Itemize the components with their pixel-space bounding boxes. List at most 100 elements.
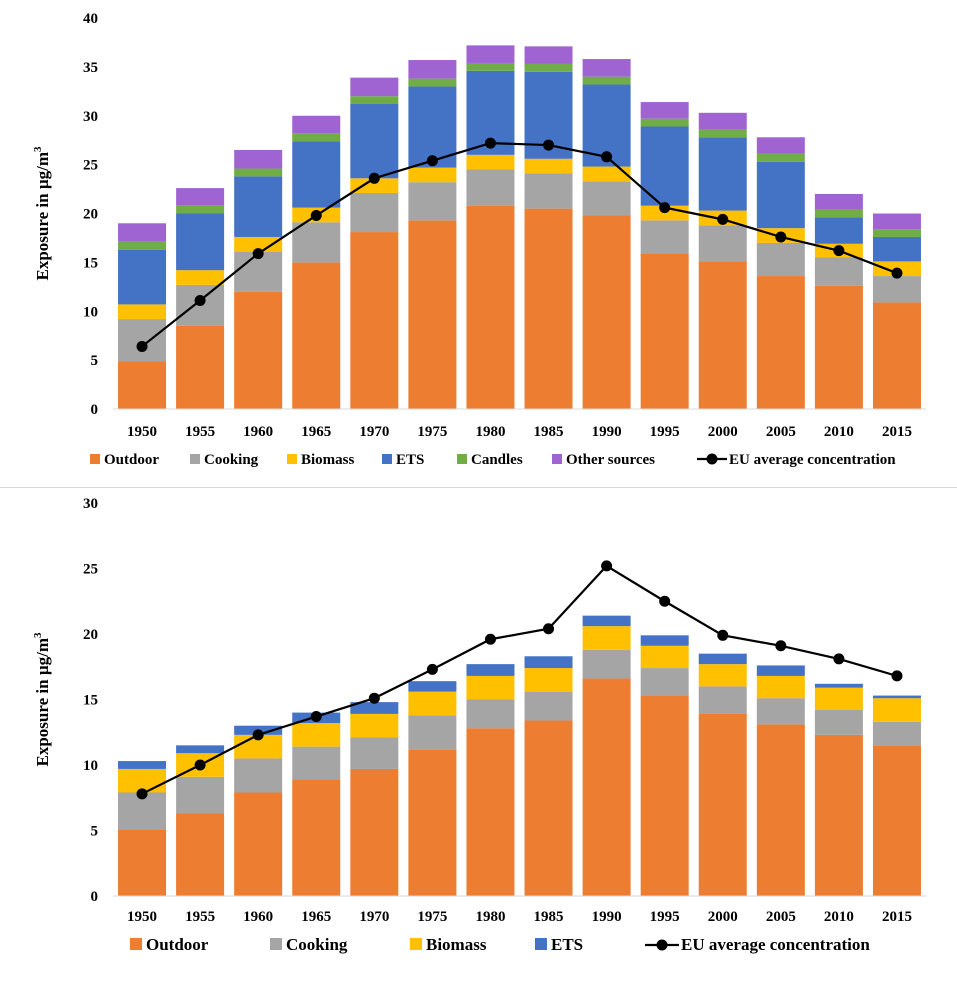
c1-legend-line-marker	[706, 453, 718, 465]
c1-bar-ets-2015	[872, 236, 921, 262]
c1-eu-average-point-1980	[484, 137, 496, 149]
c2-xtick-label: 2015	[882, 909, 912, 925]
c1-bar-candles-1960	[234, 168, 283, 177]
c2-bar-outdoor-1950	[118, 829, 167, 896]
c1-bar-cooking-2015	[872, 276, 921, 303]
c2-bar-biomass-1965	[292, 723, 341, 747]
c1-bar-ets-2005	[756, 161, 805, 229]
c2-legend-label-eu-average-concentration: EU average concentration	[681, 935, 870, 954]
c1-xtick-label: 1950	[127, 424, 157, 440]
c1-ytick-label: 30	[83, 109, 98, 125]
c2-bar-cooking-1985	[524, 691, 573, 721]
c1-bar-candles-1975	[408, 78, 457, 87]
c2-eu-average-point-1960	[252, 729, 264, 741]
c2-xtick-label: 1980	[475, 909, 505, 925]
c2-bar-outdoor-1960	[234, 792, 283, 896]
c2-eu-average-line	[141, 564, 898, 795]
c2-bar-outdoor-1990	[582, 678, 631, 896]
c1-bar-outdoor-1990	[582, 215, 631, 409]
c1-bar-candles-2015	[872, 229, 921, 237]
c2-xtick-label: 1955	[185, 909, 215, 925]
c1-eu-average-point-2000	[717, 213, 729, 225]
c1-bar-biomass-1990	[582, 166, 631, 182]
c1-bar-ets-2000	[698, 137, 747, 211]
c1-eu-average-point-1995	[659, 202, 671, 214]
c1-legend-swatch-candles	[457, 454, 467, 464]
c1-bar-candles-1950	[118, 241, 167, 250]
c1-xtick-label: 1970	[359, 424, 389, 440]
c1-bar-cooking-1985	[524, 173, 573, 209]
c2-bar-outdoor-2000	[698, 713, 747, 896]
c1-bar-outdoor-1970	[350, 232, 399, 409]
c2-eu-average-point-1990	[601, 560, 613, 572]
c2-legend-swatch-ets	[535, 938, 547, 950]
c1-ytick-label: 0	[91, 402, 99, 418]
c1-bar-candles-1970	[350, 96, 399, 105]
c1-y-axis-title-superscript: 3	[32, 146, 44, 152]
c2-bar-outdoor-2010	[814, 734, 863, 896]
c1-bar-other-sources-1960	[234, 149, 283, 169]
c1-xtick-label: 2015	[882, 424, 912, 440]
c1-bar-candles-2005	[756, 153, 805, 162]
c1-ytick-label: 15	[83, 255, 98, 271]
c2-legend-label-biomass: Biomass	[426, 935, 487, 954]
c2-bar-cooking-1970	[350, 737, 399, 769]
c1-bar-cooking-1975	[408, 182, 457, 221]
c1-bar-ets-1970	[350, 104, 399, 179]
c1-bar-outdoor-1960	[234, 291, 283, 409]
c2-bar-outdoor-1985	[524, 720, 573, 896]
c1-bar-other-sources-2000	[698, 112, 747, 130]
c2-ytick-label: 30	[83, 496, 98, 512]
c1-bar-ets-2010	[814, 217, 863, 244]
c1-bar-biomass-1985	[524, 158, 573, 174]
c2-eu-average-point-2010	[833, 653, 845, 665]
c1-ytick-label: 40	[83, 11, 98, 27]
c1-bar-other-sources-2005	[756, 137, 805, 154]
c1-eu-average-point-2010	[833, 245, 845, 257]
c2-eu-average-point-1955	[194, 759, 206, 771]
c2-eu-average-point-2005	[775, 640, 787, 652]
c1-ytick-label: 25	[83, 158, 98, 174]
chart-bottom-svg: 0 5 10 15 20 25 30 Exposure in µg/m3 1950 1955 196…	[32, 496, 926, 954]
c1-legend-swatch-other-sources	[552, 454, 562, 464]
c2-bar-cooking-2010	[814, 709, 863, 735]
c2-bar-biomass-2010	[814, 687, 863, 710]
c2-bar-outdoor-2005	[756, 724, 805, 896]
c2-bar-cooking-1955	[176, 776, 225, 814]
c2-xtick-label: 1975	[417, 909, 447, 925]
c1-ytick-label: 5	[91, 353, 99, 369]
c1-eu-average-point-2005	[775, 231, 787, 243]
c1-eu-average-point-1955	[194, 294, 206, 306]
c2-ytick-label: 15	[83, 693, 98, 709]
c1-eu-average-line	[141, 142, 898, 348]
c1-bar-outdoor-1965	[292, 262, 341, 409]
c2-bar-biomass-1995	[640, 645, 689, 669]
c1-xtick-label: 1955	[185, 424, 215, 440]
c1-bar-other-sources-1995	[640, 102, 689, 119]
c2-legend-swatch-cooking	[270, 938, 282, 950]
c1-bar-cooking-1965	[292, 222, 341, 263]
c1-legend-label-other-sources: Other sources	[566, 452, 655, 468]
c2-bar-ets-1980	[466, 664, 515, 676]
c1-bar-candles-2000	[698, 129, 747, 138]
c2-bar-ets-1985	[524, 656, 573, 669]
c2-bar-cooking-1980	[466, 699, 515, 729]
c2-bar-outdoor-1995	[640, 695, 689, 896]
c2-legend-label-outdoor: Outdoor	[146, 935, 209, 954]
c2-xtick-label: 1965	[301, 909, 331, 925]
c1-bar-ets-1955	[176, 213, 225, 271]
c2-eu-average-point-1995	[659, 595, 671, 607]
c2-xtick-label: 2000	[708, 909, 738, 925]
c1-eu-average-point-1975	[426, 155, 438, 167]
c1-eu-average-point-1965	[310, 209, 322, 221]
c1-bar-ets-1975	[408, 86, 457, 168]
c2-bar-ets-1970	[350, 702, 399, 714]
c2-bar-biomass-1985	[524, 668, 573, 692]
c1-bar-biomass-1980	[466, 154, 515, 170]
c1-bar-outdoor-1955	[176, 325, 225, 409]
c2-bar-ets-1950	[118, 761, 167, 769]
c2-bar-cooking-1975	[408, 715, 457, 750]
c2-bar-biomass-1975	[408, 691, 457, 716]
c1-bar-cooking-2010	[814, 257, 863, 286]
c2-bar-biomass-1980	[466, 675, 515, 700]
